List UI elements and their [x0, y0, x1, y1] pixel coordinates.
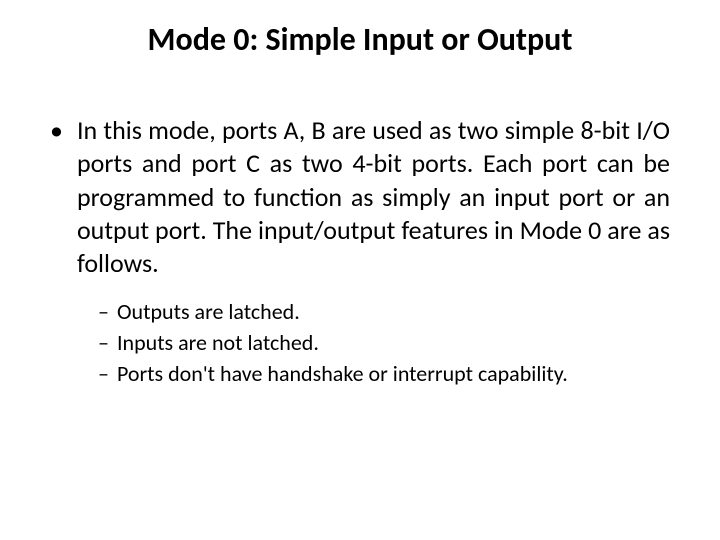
dash-icon: – [98, 298, 109, 327]
sub-bullet-text: Inputs are not latched. [117, 329, 319, 358]
sub-bullet-row: – Outputs are latched. [98, 298, 670, 327]
dash-icon: – [98, 360, 109, 389]
main-bullet-text: In this mode, ports A, B are used as two… [77, 114, 670, 280]
bullet-icon: • [50, 114, 63, 148]
sub-bullet-row: – Ports don't have handshake or interrup… [98, 360, 670, 389]
sub-bullet-list: – Outputs are latched. – Inputs are not … [98, 298, 670, 388]
dash-icon: – [98, 329, 109, 358]
main-bullet-row: • In this mode, ports A, B are used as t… [50, 114, 670, 280]
sub-bullet-text: Outputs are latched. [117, 298, 300, 327]
slide-title: Mode 0: Simple Input or Output [50, 20, 670, 59]
sub-bullet-row: – Inputs are not latched. [98, 329, 670, 358]
sub-bullet-text: Ports don't have handshake or interrupt … [117, 360, 568, 389]
